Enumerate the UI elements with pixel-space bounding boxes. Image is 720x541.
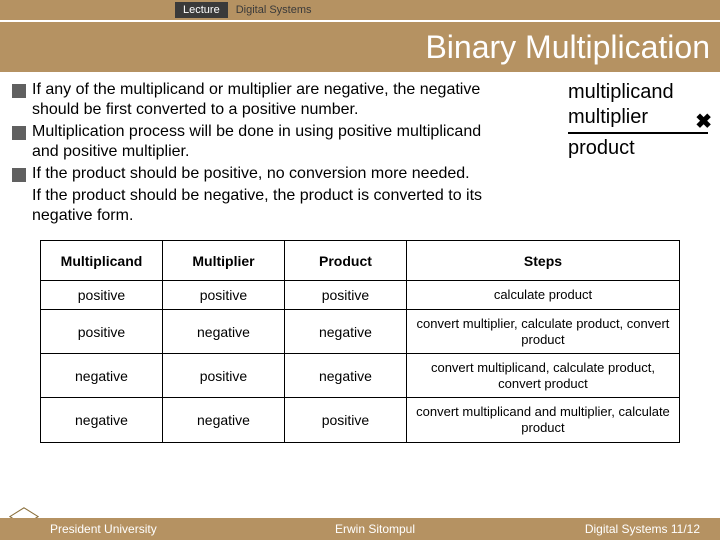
multiply-icon: ✖ xyxy=(695,110,712,135)
math-multiplier: multiplier xyxy=(568,105,708,130)
body-area: If any of the multiplicand or multiplier… xyxy=(0,74,720,443)
table-row: negative positive negative convert multi… xyxy=(41,354,680,398)
col-header-multiplicand: Multiplicand xyxy=(41,241,163,281)
cell-multiplicand: negative xyxy=(41,398,163,442)
bullet-item: If any of the multiplicand or multiplier… xyxy=(12,80,507,120)
bullet-item: Multiplication process will be done in u… xyxy=(12,122,507,162)
cell-steps: calculate product xyxy=(406,281,679,310)
footer-bar: President University Erwin Sitompul Digi… xyxy=(0,518,720,540)
slide-title: Binary Multiplication xyxy=(425,29,710,66)
cell-steps: convert multiplicand, calculate product,… xyxy=(406,354,679,398)
square-bullet-icon xyxy=(12,168,26,182)
bullet-list: If any of the multiplicand or multiplier… xyxy=(12,80,507,226)
header-bar: Lecture Digital Systems xyxy=(0,0,720,20)
rules-table: Multiplicand Multiplier Product Steps po… xyxy=(40,240,680,443)
col-header-steps: Steps xyxy=(406,241,679,281)
lecture-label: Lecture xyxy=(175,2,228,18)
cell-multiplier: negative xyxy=(162,310,284,354)
table-row: positive positive positive calculate pro… xyxy=(41,281,680,310)
bullet-text: If the product should be positive, no co… xyxy=(32,164,507,184)
bullet-text: Multiplication process will be done in u… xyxy=(32,122,507,162)
cell-multiplicand: negative xyxy=(41,354,163,398)
cell-multiplier: positive xyxy=(162,281,284,310)
cell-product: positive xyxy=(284,281,406,310)
math-rule-line xyxy=(568,132,708,134)
footer-author: Erwin Sitompul xyxy=(267,522,484,536)
bullet-text: If any of the multiplicand or multiplier… xyxy=(32,80,507,120)
cell-steps: convert multiplier, calculate product, c… xyxy=(406,310,679,354)
course-name: Digital Systems xyxy=(236,4,312,16)
cell-product: negative xyxy=(284,354,406,398)
cell-multiplier: negative xyxy=(162,398,284,442)
cell-product: negative xyxy=(284,310,406,354)
cell-multiplicand: positive xyxy=(41,281,163,310)
cell-multiplier: positive xyxy=(162,354,284,398)
square-bullet-icon xyxy=(12,84,26,98)
math-multiplicand: multiplicand xyxy=(568,80,708,105)
col-header-multiplier: Multiplier xyxy=(162,241,284,281)
cell-steps: convert multiplicand and multiplier, cal… xyxy=(406,398,679,442)
footer-university: President University xyxy=(0,522,267,536)
table-row: negative negative positive convert multi… xyxy=(41,398,680,442)
title-bar: Binary Multiplication xyxy=(0,20,720,74)
col-header-product: Product xyxy=(284,241,406,281)
bullet-item: If the product should be positive, no co… xyxy=(12,164,507,184)
table-row: positive negative negative convert multi… xyxy=(41,310,680,354)
square-bullet-icon xyxy=(12,126,26,140)
math-block: multiplicand multiplier product ✖ xyxy=(568,80,708,161)
math-product: product xyxy=(568,136,708,161)
bullet-continuation: If the product should be negative, the p… xyxy=(32,186,507,226)
table-header-row: Multiplicand Multiplier Product Steps xyxy=(41,241,680,281)
cell-multiplicand: positive xyxy=(41,310,163,354)
cell-product: positive xyxy=(284,398,406,442)
footer-page-ref: Digital Systems 11/12 xyxy=(483,522,720,536)
